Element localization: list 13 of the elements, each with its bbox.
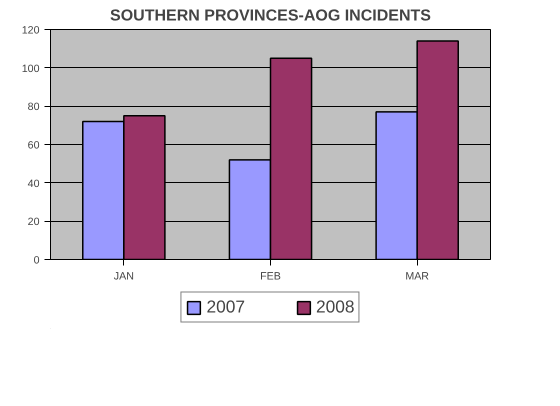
x-tick-label: JAN	[114, 270, 134, 282]
legend-label: 2008	[316, 296, 355, 318]
y-tick-label: 20	[28, 216, 40, 228]
y-tick-label: 0	[34, 254, 40, 266]
y-tick-label: 120	[22, 24, 40, 36]
x-tick-label: FEB	[260, 270, 281, 282]
legend-label: 2007	[206, 296, 245, 318]
x-tick-label: MAR	[405, 270, 430, 282]
y-tick-label: 80	[28, 101, 40, 114]
y-tick-label: 40	[28, 178, 40, 190]
chart-title: SOUTHERN PROVINCES-AOG INCIDENTS	[110, 8, 432, 24]
y-tick-label: 100	[22, 62, 40, 75]
y-tick-label: 60	[28, 140, 40, 152]
